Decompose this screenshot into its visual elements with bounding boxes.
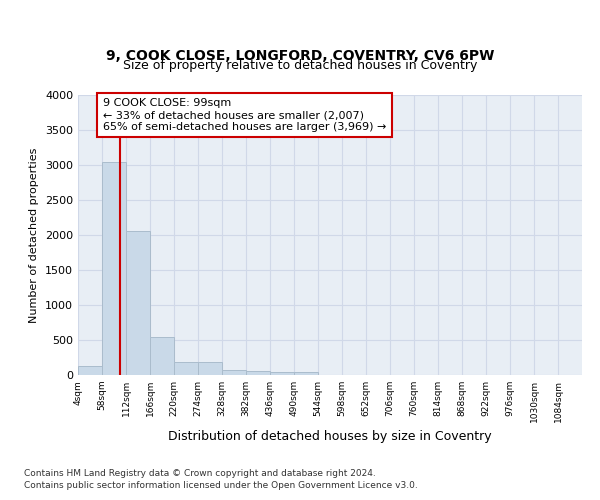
- Bar: [174, 362, 198, 375]
- Bar: [270, 372, 294, 375]
- Bar: [78, 366, 102, 375]
- Bar: [222, 370, 246, 375]
- Text: Size of property relative to detached houses in Coventry: Size of property relative to detached ho…: [123, 60, 477, 72]
- Y-axis label: Number of detached properties: Number of detached properties: [29, 148, 40, 322]
- Bar: [150, 337, 174, 375]
- Bar: [102, 162, 126, 375]
- Bar: [246, 371, 270, 375]
- Bar: [126, 231, 150, 375]
- Text: Contains HM Land Registry data © Crown copyright and database right 2024.: Contains HM Land Registry data © Crown c…: [24, 468, 376, 477]
- Text: 9 COOK CLOSE: 99sqm
← 33% of detached houses are smaller (2,007)
65% of semi-det: 9 COOK CLOSE: 99sqm ← 33% of detached ho…: [103, 98, 386, 132]
- Text: 9, COOK CLOSE, LONGFORD, COVENTRY, CV6 6PW: 9, COOK CLOSE, LONGFORD, COVENTRY, CV6 6…: [106, 48, 494, 62]
- X-axis label: Distribution of detached houses by size in Coventry: Distribution of detached houses by size …: [168, 430, 492, 444]
- Text: Contains public sector information licensed under the Open Government Licence v3: Contains public sector information licen…: [24, 481, 418, 490]
- Bar: [198, 362, 222, 375]
- Bar: [294, 372, 318, 375]
